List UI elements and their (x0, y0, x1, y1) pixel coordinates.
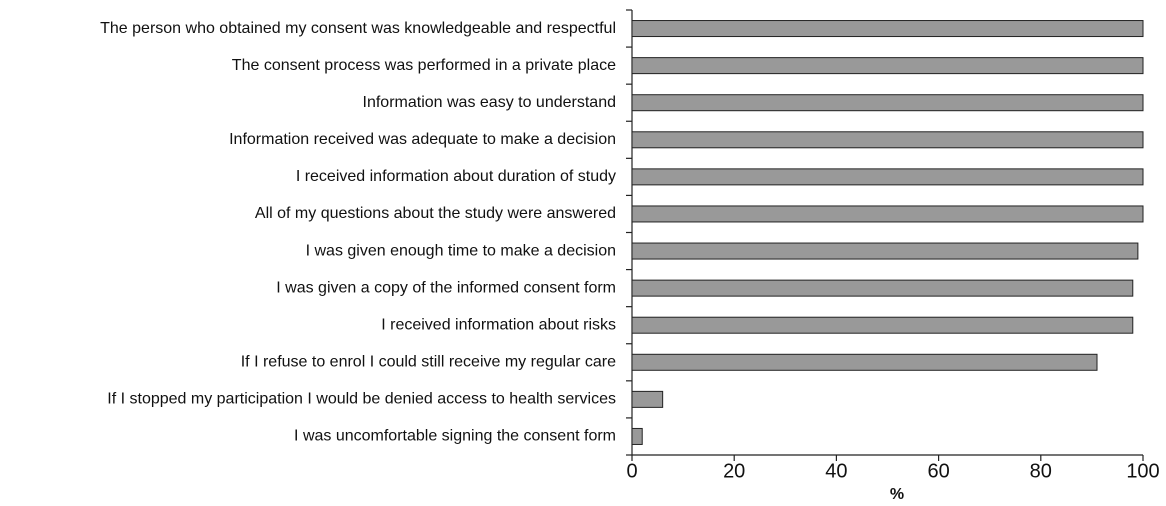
bar (631, 279, 1134, 297)
bar (631, 316, 1134, 334)
y-tick-label: I received information about duration of… (296, 168, 616, 185)
bar (631, 168, 1144, 186)
bar (631, 205, 1144, 223)
bar (631, 20, 1144, 38)
bar (631, 427, 643, 445)
bar (631, 131, 1144, 149)
y-tick-label: All of my questions about the study were… (255, 205, 616, 222)
y-tick-label: The consent process was performed in a p… (232, 57, 616, 74)
y-tick-label: I was given enough time to make a decisi… (306, 242, 616, 259)
bar (631, 94, 1144, 112)
bar (631, 353, 1098, 371)
y-tick-label: I was uncomfortable signing the consent … (294, 428, 616, 445)
x-tick-label: 40 (825, 460, 847, 482)
bar (631, 242, 1139, 260)
y-tick-label: The person who obtained my consent was k… (100, 20, 616, 37)
x-tick-label: 0 (626, 460, 637, 482)
x-tick-label: 60 (927, 460, 949, 482)
x-axis-label: % (890, 486, 904, 503)
x-tick-label: 20 (723, 460, 745, 482)
y-tick-label: If I stopped my participation I would be… (107, 391, 616, 408)
bar (631, 390, 664, 408)
y-tick-label: I received information about risks (381, 316, 616, 333)
x-tick-label: 100 (1126, 460, 1159, 482)
bar (631, 57, 1144, 75)
x-tick-label: 80 (1030, 460, 1052, 482)
y-tick-label: If I refuse to enrol I could still recei… (241, 354, 616, 371)
y-tick-label: Information was easy to understand (363, 94, 616, 111)
y-tick-label: Information received was adequate to mak… (229, 131, 616, 148)
y-tick-label: I was given a copy of the informed conse… (276, 279, 616, 296)
